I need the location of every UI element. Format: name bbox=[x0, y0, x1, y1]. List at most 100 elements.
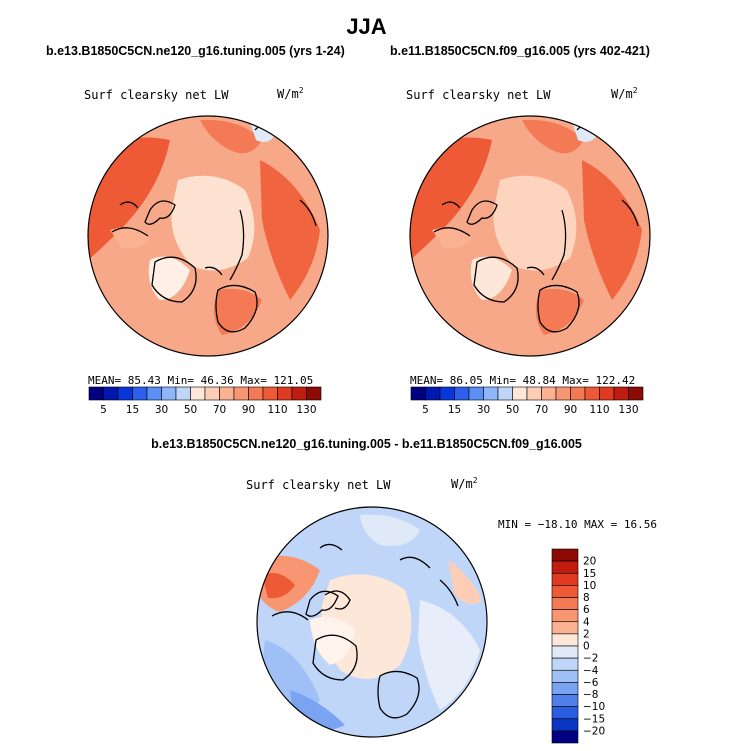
panel2-region-top-warm bbox=[522, 119, 584, 154]
panel3-colorbar-label-14: −20 bbox=[583, 725, 605, 737]
panel3-colorbar-box-15 bbox=[551, 730, 579, 744]
panel3-colorbar-box-0 bbox=[551, 548, 579, 562]
panel3-colorbar-label-2: 10 bbox=[583, 580, 596, 592]
panel1-colorbar-box-5 bbox=[161, 386, 177, 401]
panel1-max-label: Max= bbox=[240, 374, 267, 387]
panel1-colorbar-box-7 bbox=[190, 386, 206, 401]
panel2-variable-label: Surf clearsky net LW bbox=[406, 88, 551, 102]
season-title: JJA bbox=[346, 14, 387, 39]
panel2-region-siberia-warm bbox=[582, 160, 642, 300]
panel1-colorbar-box-11 bbox=[248, 386, 264, 401]
panel3-colorbar-label-1: 15 bbox=[583, 568, 596, 580]
panel1-colorbar-box-10 bbox=[233, 386, 249, 401]
panel2-colorbar-box-2 bbox=[439, 386, 455, 401]
panel2-max-label: Max= bbox=[562, 374, 589, 387]
panel2-region-scandinavia bbox=[535, 288, 584, 335]
panel1-colorbar-label-3: 50 bbox=[184, 404, 197, 416]
panel2-colorbar-label-3: 50 bbox=[506, 404, 519, 416]
panel1-coastlines bbox=[111, 124, 317, 333]
panel2-colorbar-box-0 bbox=[410, 386, 426, 401]
panel2-colorbar-box-12 bbox=[584, 386, 600, 401]
panel2-colorbar-label-7: 130 bbox=[618, 404, 638, 416]
panel1-colorbar-box-0 bbox=[88, 386, 104, 401]
panel3-colorbar-box-4 bbox=[551, 597, 579, 610]
panel1-units-exponent: 2 bbox=[298, 86, 304, 95]
panel1-region-greenland bbox=[148, 256, 190, 300]
panel3-region-top bbox=[360, 514, 420, 546]
panel2-colorbar-box-6 bbox=[497, 386, 513, 401]
panel3-colorbar-label-9: −4 bbox=[583, 665, 599, 677]
panel2-colorbar-box-11 bbox=[570, 386, 586, 401]
panel3-colorbar-label-10: −6 bbox=[583, 677, 599, 689]
panel1-colorbar-box-6 bbox=[175, 386, 191, 401]
panel1-stats: MEAN= 85.43 Min= 46.36 Max= 121.05 bbox=[88, 374, 313, 387]
panel3-region-greenland bbox=[310, 616, 355, 665]
panel3-map-border bbox=[256, 506, 488, 738]
panel1-colorbar-box-1 bbox=[103, 386, 119, 401]
panel1-region-top-warm bbox=[200, 119, 262, 154]
panel2-colorbar-box-9 bbox=[541, 386, 557, 401]
panel3-region-siberia bbox=[418, 600, 480, 710]
panel3-polar-map bbox=[257, 507, 487, 737]
panel1-colorbar-box-8 bbox=[204, 386, 220, 401]
panel3-coastlines bbox=[271, 543, 459, 719]
panel3-colorbar-label-3: 8 bbox=[583, 592, 590, 604]
panel3-colorbar-label-13: −15 bbox=[583, 713, 605, 725]
panel3-colorbar-box-8 bbox=[551, 645, 579, 659]
panel2-colorbar-box-10 bbox=[555, 386, 571, 401]
panel1-variable-label: Surf clearsky net LW bbox=[84, 88, 229, 102]
panel1-colorbar-box-2 bbox=[117, 386, 133, 401]
panel3-colorbar-box-10 bbox=[551, 669, 579, 683]
panel1-min-value: 46.36 bbox=[200, 374, 234, 387]
panel2-units-text: W/m bbox=[611, 87, 633, 101]
panel2-colorbar-label-6: 110 bbox=[589, 404, 609, 416]
panel2-colorbar-box-1 bbox=[425, 386, 441, 401]
panel1-polar-map bbox=[88, 116, 328, 356]
panel1-colorbar-label-2: 30 bbox=[155, 404, 168, 416]
panel1-min-label: Min= bbox=[167, 374, 195, 387]
panel1-mean-label: MEAN= bbox=[88, 374, 122, 387]
panel2-polar-map bbox=[410, 116, 650, 356]
panel3-units-label: W/m2 bbox=[451, 476, 478, 491]
panel3-stats: MIN = −18.10 MAX = 16.56 bbox=[498, 518, 657, 531]
panel2-map-border bbox=[409, 115, 651, 357]
diff-title: b.e13.B1850C5CN.ne120_g16.tuning.005 - b… bbox=[151, 437, 582, 451]
panel3-colorbar-box-12 bbox=[551, 694, 579, 707]
panel2-colorbar-box-13 bbox=[599, 386, 615, 401]
panel1-mean-value: 85.43 bbox=[127, 374, 161, 387]
panel1-colorbar-box-12 bbox=[262, 386, 278, 401]
panel1-colorbar-label-1: 15 bbox=[126, 404, 139, 416]
panel1-max-value: 121.05 bbox=[273, 374, 314, 387]
panel1-region-scandinavia bbox=[213, 288, 262, 335]
panel3-colorbar-label-5: 4 bbox=[583, 616, 590, 628]
panel2-region-greenland bbox=[470, 256, 512, 300]
panel2-colorbar-box-3 bbox=[454, 386, 470, 401]
panel3-colorbar-box-1 bbox=[551, 560, 579, 574]
panel2-colorbar-box-7 bbox=[512, 386, 528, 401]
panel3-colorbar-label-6: 2 bbox=[583, 628, 590, 640]
panel3-region-hot-west bbox=[262, 572, 295, 599]
panel1-colorbar-label-6: 110 bbox=[267, 404, 287, 416]
panel1-region-siberia-warm bbox=[260, 160, 320, 300]
panel1-colorbar-label-5: 90 bbox=[242, 404, 255, 416]
panel3-colorbar-box-2 bbox=[551, 572, 579, 586]
panel3-variable-label: Surf clearsky net LW bbox=[246, 478, 391, 492]
panel1-colorbar-box-15 bbox=[306, 386, 322, 401]
panel2-units-label: W/m2 bbox=[611, 86, 638, 101]
panel3-colorbar-label-12: −10 bbox=[583, 701, 605, 713]
panel2-colorbar-label-0: 5 bbox=[422, 404, 429, 416]
panel1-colorbar-box-4 bbox=[146, 386, 162, 401]
panel1-map-border bbox=[87, 115, 329, 357]
panel2-colorbar-label-2: 30 bbox=[477, 404, 490, 416]
panel2-max-value: 122.42 bbox=[595, 374, 636, 387]
panel2-min-label: Min= bbox=[489, 374, 517, 387]
panel1-colorbar-box-9 bbox=[219, 386, 235, 401]
panel3-colorbar-label-11: −8 bbox=[583, 689, 598, 701]
panel2-mean-value: 86.05 bbox=[449, 374, 483, 387]
panel1-colorbar-label-0: 5 bbox=[100, 404, 107, 416]
panel3-region-east-warm bbox=[448, 560, 482, 604]
panel3-colorbar-box-11 bbox=[551, 682, 579, 695]
panel2-min-value: 48.84 bbox=[522, 374, 556, 387]
panel3-colorbar-box-7 bbox=[551, 633, 579, 647]
